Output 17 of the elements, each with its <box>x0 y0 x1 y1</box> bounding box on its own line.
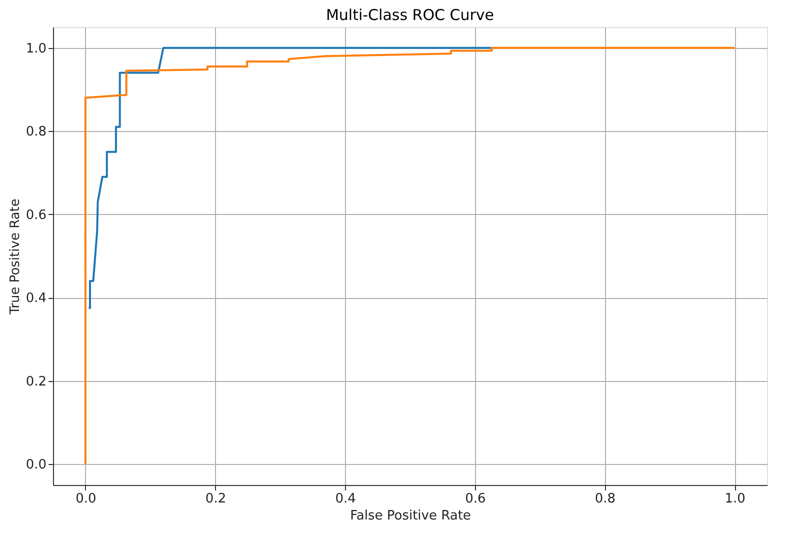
x-tick-label: 0.6 <box>465 492 486 506</box>
chart-title: Multi-Class ROC Curve <box>326 6 494 24</box>
x-tick-label: 0.8 <box>594 492 616 506</box>
y-tick-label: 0.2 <box>26 374 46 390</box>
y-tick-label: 1.0 <box>26 41 46 56</box>
y-axis-title: True Positive Rate <box>8 198 23 316</box>
line-series <box>88 46 492 310</box>
x-tick-label: 0.0 <box>76 492 96 506</box>
y-tick-label: 0.0 <box>26 458 46 473</box>
y-tick-label: 0.6 <box>26 208 46 223</box>
y-tick-label: 0.4 <box>26 291 46 306</box>
line-series <box>84 46 736 466</box>
y-tick-label: 0.8 <box>26 124 46 140</box>
x-tick-label: 0.4 <box>335 492 356 506</box>
x-axis-title: False Positive Rate <box>350 508 471 524</box>
x-tick-label: 0.2 <box>205 492 226 506</box>
x-tick-label: 1.0 <box>724 492 746 506</box>
